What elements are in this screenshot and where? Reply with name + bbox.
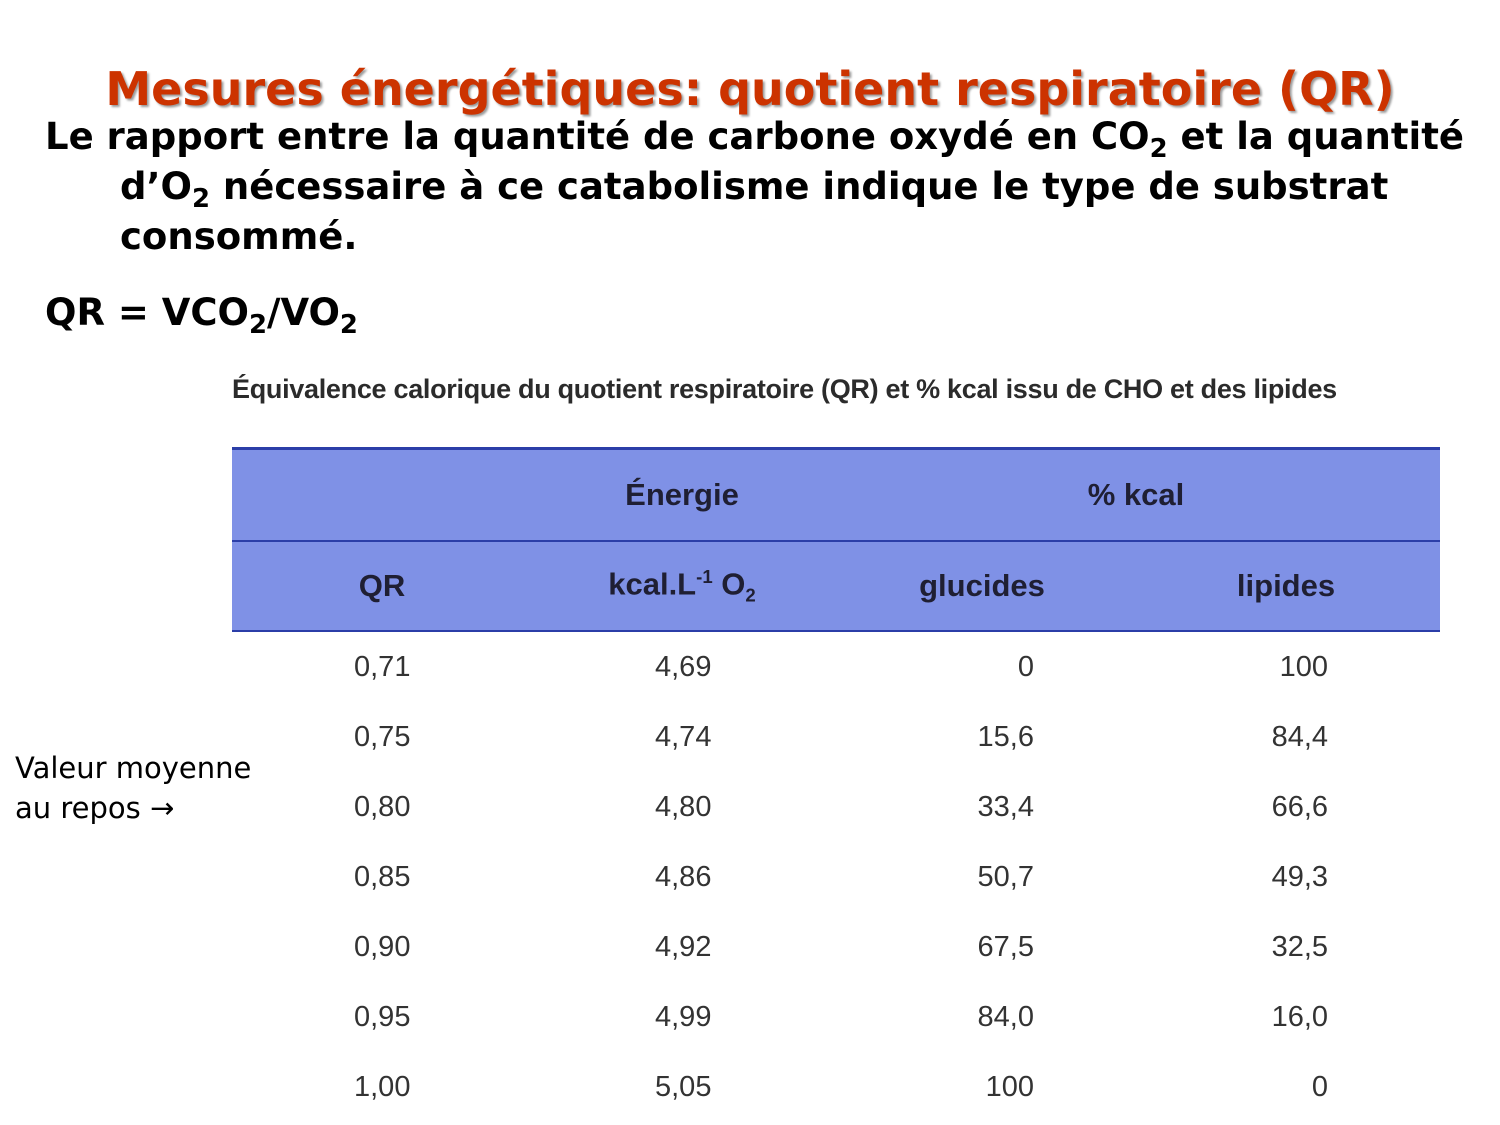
carbs-cell: 50,7 <box>977 860 1034 893</box>
formula-subscript-2: 2 <box>339 309 358 340</box>
caloric-equivalence-table: Énergie % kcal QR kcal.L-1 O2 glucides l… <box>232 447 1441 1122</box>
percent-kcal-group-header: % kcal <box>832 447 1441 542</box>
qr-cell: 0,95 <box>354 1000 411 1033</box>
table-caption: Équivalence calorique du quotient respir… <box>232 374 1337 404</box>
definition-subscript-2: 2 <box>192 183 211 214</box>
lipids-cell: 84,4 <box>1271 720 1329 753</box>
energy-cell: 4,92 <box>655 930 712 963</box>
formula-lhs: QR = VCO <box>45 291 249 334</box>
table-group-header-row: Énergie % kcal <box>232 447 1441 542</box>
table-row: 0,80 4,80 33,4 66,6 <box>232 772 1440 842</box>
qr-cell: 0,80 <box>354 790 411 823</box>
carbs-cell: 100 <box>985 1070 1034 1103</box>
right-arrow-icon: → <box>149 791 175 825</box>
carbs-cell: 0 <box>1017 650 1034 683</box>
qr-column-header: QR <box>232 541 532 632</box>
energy-unit-subscript: 2 <box>745 584 756 606</box>
definition-text-1: Le rapport entre la quantité de carbone … <box>45 115 1150 158</box>
lipids-cell: 32,5 <box>1271 930 1329 963</box>
lipids-cell: 16,0 <box>1271 1000 1329 1033</box>
table-row: 0,75 4,74 15,6 84,4 <box>232 702 1440 772</box>
energy-unit-header: kcal.L-1 O2 <box>532 541 832 632</box>
resting-value-note: Valeur moyenne au repos → <box>15 748 251 828</box>
lipids-cell: 49,3 <box>1271 860 1329 893</box>
carbs-cell: 67,5 <box>977 930 1034 963</box>
carbs-cell: 84,0 <box>977 1000 1034 1033</box>
table-row: 0,85 4,86 50,7 49,3 <box>232 842 1440 912</box>
qr-cell: 0,71 <box>354 650 411 683</box>
table-row: 0,90 4,92 67,5 32,5 <box>232 912 1440 982</box>
carbs-column-header: glucides <box>832 541 1132 632</box>
note-line-2: au repos → <box>15 788 251 828</box>
energy-unit-exponent: -1 <box>696 565 713 587</box>
empty-header-cell <box>232 447 532 542</box>
energy-cell: 4,74 <box>655 720 712 753</box>
energy-group-header: Énergie <box>532 447 832 542</box>
energy-unit-oxygen: O <box>712 566 746 602</box>
formula-mid: /VO <box>266 291 340 334</box>
rq-formula: QR = VCO2/VO2 <box>45 288 358 338</box>
lipids-column-header: lipides <box>1132 541 1441 632</box>
energy-unit-base: kcal.L <box>608 566 697 602</box>
carbs-cell: 33,4 <box>977 790 1034 823</box>
energy-cell: 4,99 <box>655 1000 712 1033</box>
table-row: 1,00 5,05 100 0 <box>232 1052 1440 1122</box>
table-column-header-row: QR kcal.L-1 O2 glucides lipides <box>232 541 1441 632</box>
note-line-2-text: au repos <box>15 791 141 825</box>
definition-text-2: et la quantité d’O <box>120 115 1465 208</box>
carbs-cell: 15,6 <box>977 720 1034 753</box>
qr-cell: 1,00 <box>354 1070 411 1103</box>
lipids-cell: 66,6 <box>1271 790 1329 823</box>
formula-subscript-1: 2 <box>248 309 267 340</box>
slide-title: Mesures énergétiques: quotient respirato… <box>105 61 1395 116</box>
qr-cell: 0,90 <box>354 930 411 963</box>
note-line-1: Valeur moyenne <box>15 751 252 785</box>
energy-cell: 4,69 <box>655 650 712 683</box>
energy-cell: 5,05 <box>655 1070 712 1103</box>
definition-text-3: nécessaire à ce catabolisme indique le t… <box>120 165 1389 258</box>
energy-cell: 4,80 <box>655 790 712 823</box>
qr-cell: 0,85 <box>354 860 411 893</box>
table-row: 0,71 4,69 0 100 <box>232 631 1440 702</box>
table-row: 0,95 4,99 84,0 16,0 <box>232 982 1440 1052</box>
rq-definition: Le rapport entre la quantité de carbone … <box>45 112 1500 262</box>
qr-cell: 0,75 <box>354 720 411 753</box>
lipids-cell: 0 <box>1311 1070 1329 1103</box>
energy-cell: 4,86 <box>655 860 712 893</box>
definition-subscript-1: 2 <box>1149 133 1168 164</box>
lipids-cell: 100 <box>1279 650 1329 683</box>
